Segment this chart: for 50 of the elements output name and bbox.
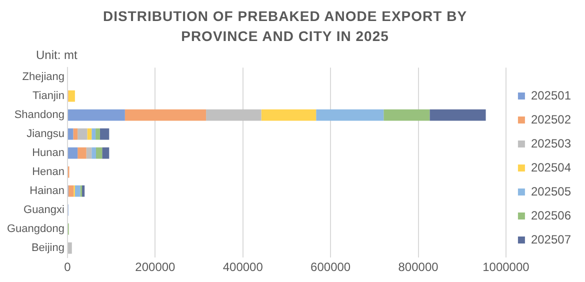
legend-label: 202502	[530, 112, 572, 126]
bar	[316, 109, 384, 121]
legend-label: 202504	[530, 160, 572, 174]
legend-label: 202501	[530, 88, 572, 102]
bar	[68, 185, 74, 197]
y-tick-label: Hainan	[30, 185, 64, 198]
bar	[100, 128, 110, 140]
bar	[82, 185, 85, 197]
bar	[430, 109, 486, 121]
bar	[68, 90, 75, 102]
chart-title: DISTRIBUTION OF PREBAKED ANODE EXPORT BY PROVINCE AND CITY IN 2025	[102, 7, 468, 46]
bar	[92, 147, 96, 159]
y-tick-label: Jiangsu	[26, 128, 64, 140]
y-tick-label: Hunan	[32, 147, 64, 160]
bar	[124, 109, 206, 121]
bar	[78, 128, 88, 140]
y-tick-label: Shandong	[14, 109, 64, 122]
bar	[206, 109, 262, 121]
bar	[68, 242, 72, 254]
bar	[78, 147, 86, 159]
bar	[92, 128, 96, 140]
bar	[68, 109, 125, 121]
bar	[261, 109, 316, 121]
bar	[68, 147, 78, 159]
bar	[68, 128, 74, 140]
x-tick-label: 400000	[222, 260, 264, 274]
bar	[87, 128, 92, 140]
legend-label: 202507	[530, 232, 572, 246]
bar	[73, 128, 78, 140]
y-tick-label: Guangdong	[7, 223, 64, 236]
y-tick-label: Zhejiang	[22, 71, 64, 84]
y-tick-label: Guangxi	[24, 204, 64, 216]
x-tick-label: 200000	[135, 260, 176, 274]
legend-label: 202505	[530, 184, 572, 198]
y-tick-label: Tianjin	[32, 90, 64, 102]
bar	[86, 147, 92, 159]
bar	[96, 147, 102, 159]
y-tick-label: Henan	[32, 166, 64, 178]
chart-subtitle: Unit: mt	[36, 48, 78, 62]
bar	[74, 185, 80, 197]
x-tick-label: 1000000	[482, 260, 530, 274]
x-tick-label: 600000	[310, 260, 351, 274]
legend-label: 202506	[530, 208, 572, 222]
bar	[384, 109, 430, 121]
x-tick-label: 0	[64, 260, 72, 274]
x-tick-label: 800000	[398, 260, 439, 274]
legend-label: 202503	[530, 136, 572, 150]
y-tick-label: Beijing	[31, 242, 64, 254]
bar	[96, 128, 100, 140]
bar	[102, 147, 110, 159]
